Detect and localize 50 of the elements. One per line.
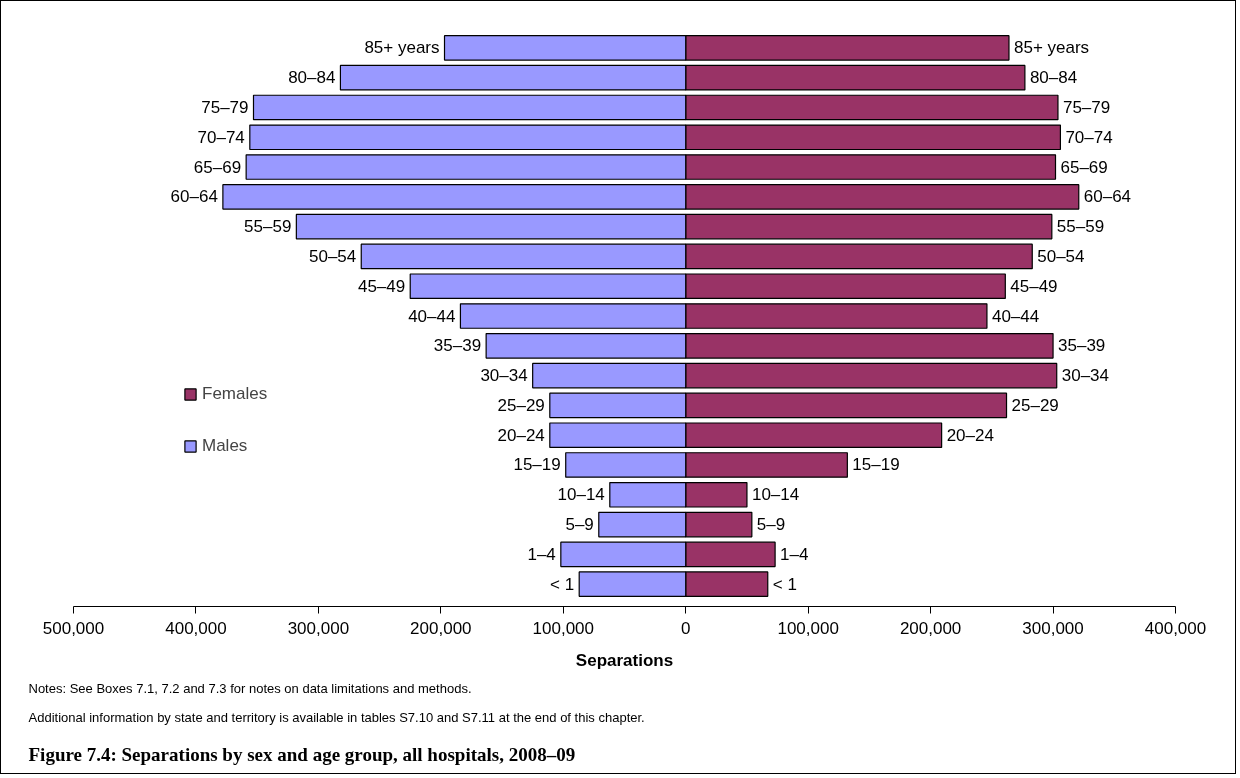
y-tick-label: < 1	[772, 574, 797, 594]
category-label: 5–9	[565, 515, 594, 535]
y-tick-label: 85+ years	[1013, 38, 1090, 58]
y-tick-label: 50–54	[1037, 246, 1085, 266]
x-tick-label: 300,000	[287, 618, 350, 638]
y-tick-label: 55–59	[1056, 217, 1105, 237]
y-tick-label: 65–69	[1060, 157, 1108, 177]
category-label: 1–4	[527, 544, 556, 564]
category-label: 55–59	[244, 217, 292, 237]
x-tick-label: 100,000	[532, 618, 595, 638]
y-tick-label: 1–4	[780, 544, 809, 564]
x-tick-label: 200,000	[410, 618, 472, 638]
y-tick-label: 80–84	[1029, 68, 1078, 88]
category-label: 15–19	[513, 455, 561, 475]
y-tick-label: 10–14	[751, 485, 800, 505]
text: Figure 7.4: Separations by sex and age group, all hospitals, 2008–09	[28, 743, 576, 765]
category-label: < 1	[550, 574, 575, 594]
y-tick-label: 45–49	[1010, 276, 1058, 296]
x-tick-label: 400,000	[165, 618, 227, 638]
text: Notes: See Boxes 7.1, 7.2 and 7.3 for notes on data limitations and methods.	[28, 680, 472, 696]
category-label: 65–69	[193, 157, 242, 177]
x-tick-label: 500,000	[42, 618, 105, 638]
category-label: 50–54	[308, 246, 357, 266]
x-tick-label: 300,000	[1022, 618, 1084, 638]
category-label: 80–84	[288, 68, 336, 88]
category-label: 75–79	[201, 97, 249, 117]
x-tick-label: 100,000	[777, 618, 839, 638]
category-label: 30–34	[480, 366, 528, 386]
x-tick-label: 200,000	[899, 618, 962, 638]
text: Additional information by state and territory is available in tables S7.10 and S7.11 at the end of this chapter.	[28, 709, 645, 725]
legend-label: Males	[202, 436, 248, 456]
y-tick-label: 25–29	[1011, 395, 1059, 415]
category-label: 35–39	[433, 336, 482, 356]
legend-label: Females	[202, 384, 268, 404]
y-tick-label: 5–9	[756, 515, 786, 535]
x-tick-label: 400,000	[1144, 618, 1207, 638]
y-tick-label: 30–34	[1061, 366, 1110, 386]
category-label: 25–29	[497, 395, 545, 415]
category-label: 85+ years	[364, 38, 440, 58]
category-label: 45–49	[357, 276, 406, 296]
category-label: 10–14	[557, 485, 605, 505]
category-label: 20–24	[497, 425, 545, 445]
y-tick-label: 35–39	[1058, 336, 1106, 356]
category-label: 40–44	[408, 306, 456, 326]
x-tick-label: 0	[680, 618, 691, 638]
x-axis-title: Separations	[575, 650, 674, 670]
category-label: 70–74	[197, 127, 245, 147]
y-tick-label: 75–79	[1062, 97, 1111, 117]
category-label: 60–64	[170, 187, 218, 207]
y-tick-label: 70–74	[1065, 127, 1113, 147]
